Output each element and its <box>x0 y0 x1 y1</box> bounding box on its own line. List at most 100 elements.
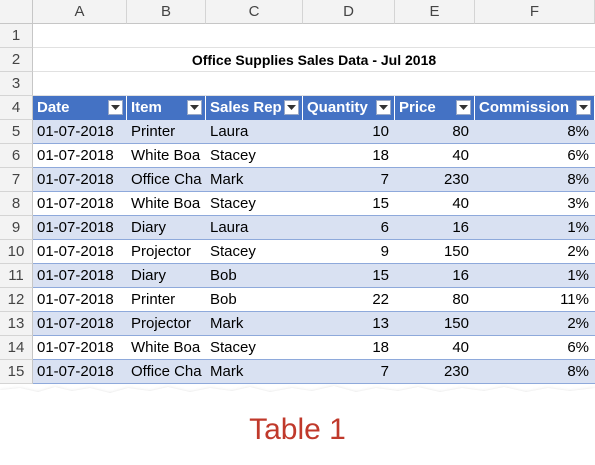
table-cell[interactable]: 16 <box>452 219 469 236</box>
table-cell[interactable]: 6% <box>567 339 589 356</box>
table-cell[interactable]: 150 <box>443 243 469 260</box>
table-cell[interactable]: 6% <box>567 147 589 164</box>
table-cell[interactable]: Office Cha <box>131 363 202 380</box>
table-cell[interactable]: 16 <box>452 267 469 284</box>
table-cell[interactable]: 2% <box>567 243 589 260</box>
filter-dropdown-icon[interactable] <box>456 100 471 115</box>
table-cell[interactable]: 18 <box>372 339 389 356</box>
table-cell[interactable]: 01-07-2018 <box>37 363 114 380</box>
filter-dropdown-icon[interactable] <box>187 100 202 115</box>
row-header-1[interactable]: 1 <box>0 24 33 48</box>
row-header-8[interactable]: 8 <box>0 192 33 216</box>
table-cell[interactable]: 9 <box>380 243 389 260</box>
table-cell[interactable]: 01-07-2018 <box>37 219 114 236</box>
table-cell[interactable]: 15 <box>372 267 389 284</box>
table-cell[interactable]: 80 <box>452 123 469 140</box>
table-header-cell[interactable]: Quantity <box>303 96 395 120</box>
table-cell[interactable]: Mark <box>210 315 244 332</box>
table-cell[interactable]: Printer <box>131 123 176 140</box>
table-cell[interactable]: 80 <box>452 291 469 308</box>
table-cell[interactable]: Stacey <box>210 195 256 212</box>
table-cell[interactable]: Stacey <box>210 243 256 260</box>
row-header-12[interactable]: 12 <box>0 288 33 312</box>
row-header-10[interactable]: 10 <box>0 240 33 264</box>
table-cell[interactable]: Projector <box>131 243 192 260</box>
table-cell[interactable]: 01-07-2018 <box>37 195 114 212</box>
table-cell[interactable]: Laura <box>210 123 249 140</box>
table-header-cell[interactable]: Commission <box>475 96 595 120</box>
table-cell[interactable]: 40 <box>452 147 469 164</box>
table-cell[interactable]: 18 <box>372 147 389 164</box>
table-cell[interactable]: 10 <box>372 123 389 140</box>
filter-dropdown-icon[interactable] <box>576 100 591 115</box>
table-cell[interactable]: White Boa <box>131 195 201 212</box>
table-header-cell[interactable]: Item <box>127 96 206 120</box>
row-header-13[interactable]: 13 <box>0 312 33 336</box>
column-header-A[interactable]: A <box>33 0 127 24</box>
row-header-14[interactable]: 14 <box>0 336 33 360</box>
select-all-corner[interactable] <box>0 0 33 24</box>
row-header-15[interactable]: 15 <box>0 360 33 384</box>
table-cell[interactable]: 01-07-2018 <box>37 243 114 260</box>
table-cell[interactable]: 01-07-2018 <box>37 267 114 284</box>
table-cell[interactable]: Mark <box>210 363 244 380</box>
table-cell[interactable]: 230 <box>443 171 469 188</box>
table-cell[interactable]: 40 <box>452 339 469 356</box>
table-cell[interactable]: 8% <box>567 123 589 140</box>
table-cell[interactable]: 01-07-2018 <box>37 339 114 356</box>
table-cell[interactable]: 150 <box>443 315 469 332</box>
table-cell[interactable]: White Boa <box>131 339 201 356</box>
column-header-C[interactable]: C <box>206 0 303 24</box>
table-cell[interactable]: 8% <box>567 363 589 380</box>
table-cell[interactable]: 13 <box>372 315 389 332</box>
row-header-4[interactable]: 4 <box>0 96 33 120</box>
table-cell[interactable]: White Boa <box>131 147 201 164</box>
table-cell[interactable]: 2% <box>567 315 589 332</box>
table-cell[interactable]: 01-07-2018 <box>37 147 114 164</box>
table-cell[interactable]: Stacey <box>210 339 256 356</box>
row-header-6[interactable]: 6 <box>0 144 33 168</box>
table-cell[interactable]: 11% <box>560 291 589 308</box>
row-header-3[interactable]: 3 <box>0 72 33 96</box>
row-header-7[interactable]: 7 <box>0 168 33 192</box>
table-cell[interactable]: Laura <box>210 219 249 236</box>
filter-dropdown-icon[interactable] <box>284 100 299 115</box>
table-cell[interactable]: 7 <box>380 171 389 188</box>
table-cell[interactable]: 22 <box>372 291 389 308</box>
table-cell[interactable]: 230 <box>443 363 469 380</box>
table-cell[interactable]: Projector <box>131 315 192 332</box>
column-header-B[interactable]: B <box>127 0 206 24</box>
sheet-title[interactable]: Office Supplies Sales Data - Jul 2018 <box>191 52 437 68</box>
table-cell[interactable]: 40 <box>452 195 469 212</box>
filter-dropdown-icon[interactable] <box>108 100 123 115</box>
row-header-9[interactable]: 9 <box>0 216 33 240</box>
table-header-cell[interactable]: Price <box>395 96 475 120</box>
table-header-cell[interactable]: Sales Rep <box>206 96 303 120</box>
row-header-5[interactable]: 5 <box>0 120 33 144</box>
table-cell[interactable]: 01-07-2018 <box>37 291 114 308</box>
table-cell[interactable]: 15 <box>372 195 389 212</box>
table-cell[interactable]: Mark <box>210 171 244 188</box>
table-cell[interactable]: 1% <box>567 267 589 284</box>
table-cell[interactable]: Printer <box>131 291 176 308</box>
table-cell[interactable]: Diary <box>131 267 167 284</box>
table-cell[interactable]: 1% <box>567 219 589 236</box>
table-cell[interactable]: Office Cha <box>131 171 202 188</box>
table-cell[interactable]: 6 <box>380 219 389 236</box>
table-cell[interactable]: 7 <box>380 363 389 380</box>
row-header-2[interactable]: 2 <box>0 48 33 72</box>
row-header-11[interactable]: 11 <box>0 264 33 288</box>
table-cell[interactable]: Stacey <box>210 147 256 164</box>
table-cell[interactable]: 01-07-2018 <box>37 171 114 188</box>
table-cell[interactable]: Diary <box>131 219 167 236</box>
table-cell[interactable]: Bob <box>210 291 237 308</box>
table-cell[interactable]: 01-07-2018 <box>37 315 114 332</box>
filter-dropdown-icon[interactable] <box>376 100 391 115</box>
table-header-cell[interactable]: Date <box>33 96 127 120</box>
column-header-D[interactable]: D <box>303 0 395 24</box>
column-header-F[interactable]: F <box>475 0 595 24</box>
table-cell[interactable]: Bob <box>210 267 237 284</box>
table-cell[interactable]: 3% <box>567 195 589 212</box>
column-header-E[interactable]: E <box>395 0 475 24</box>
table-cell[interactable]: 8% <box>567 171 589 188</box>
